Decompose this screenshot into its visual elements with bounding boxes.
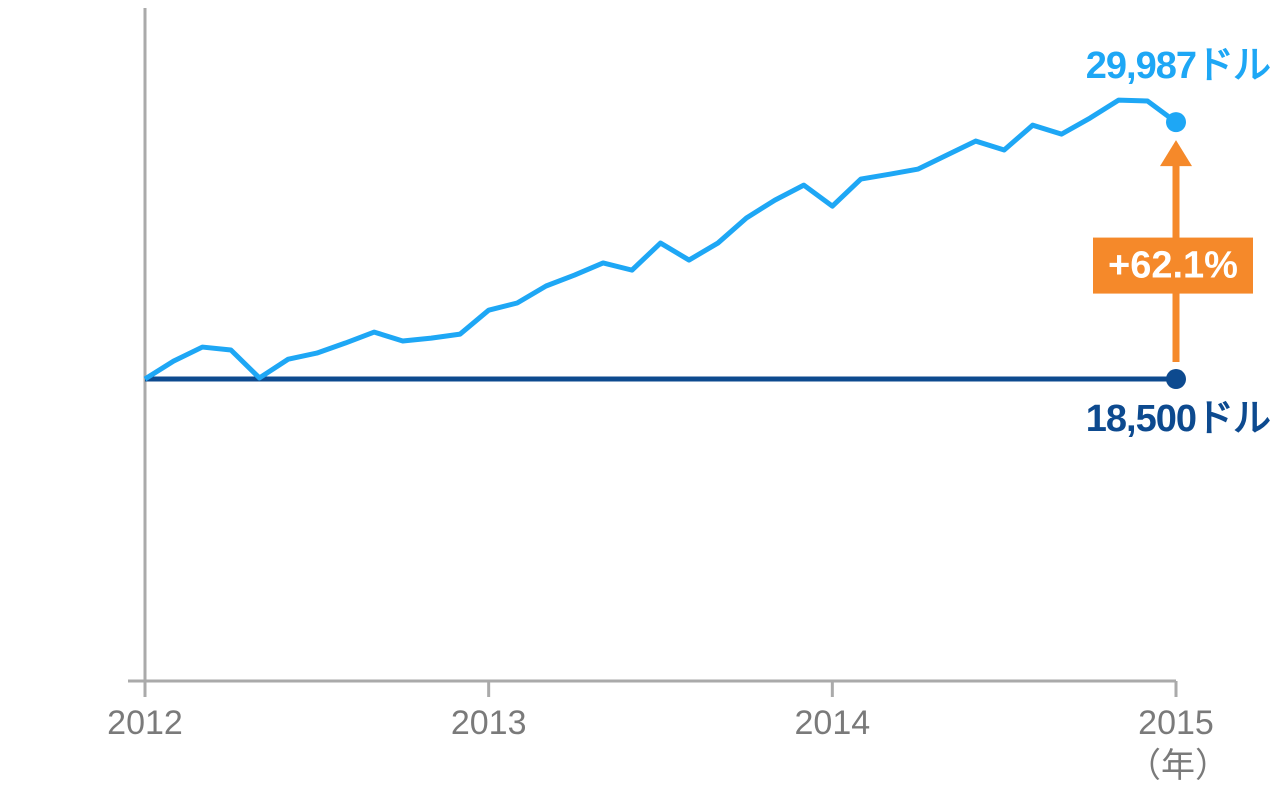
end-label: 29,987ドル: [1086, 45, 1270, 87]
end-marker: [1166, 369, 1186, 390]
arrow-head: [1160, 140, 1192, 167]
end-marker: [1166, 112, 1186, 133]
x-tick-label: 2012: [107, 704, 183, 742]
x-tick-label: 2013: [451, 704, 527, 742]
change-label: +62.1%: [1108, 245, 1238, 287]
x-tick-label: 2015: [1138, 704, 1214, 742]
end-label: 18,500ドル: [1086, 398, 1270, 440]
change-box: [1093, 237, 1253, 294]
x-axis-label: （年）: [1127, 747, 1229, 785]
x-tick-label: 2014: [795, 704, 871, 742]
line-series: [143, 97, 1178, 382]
